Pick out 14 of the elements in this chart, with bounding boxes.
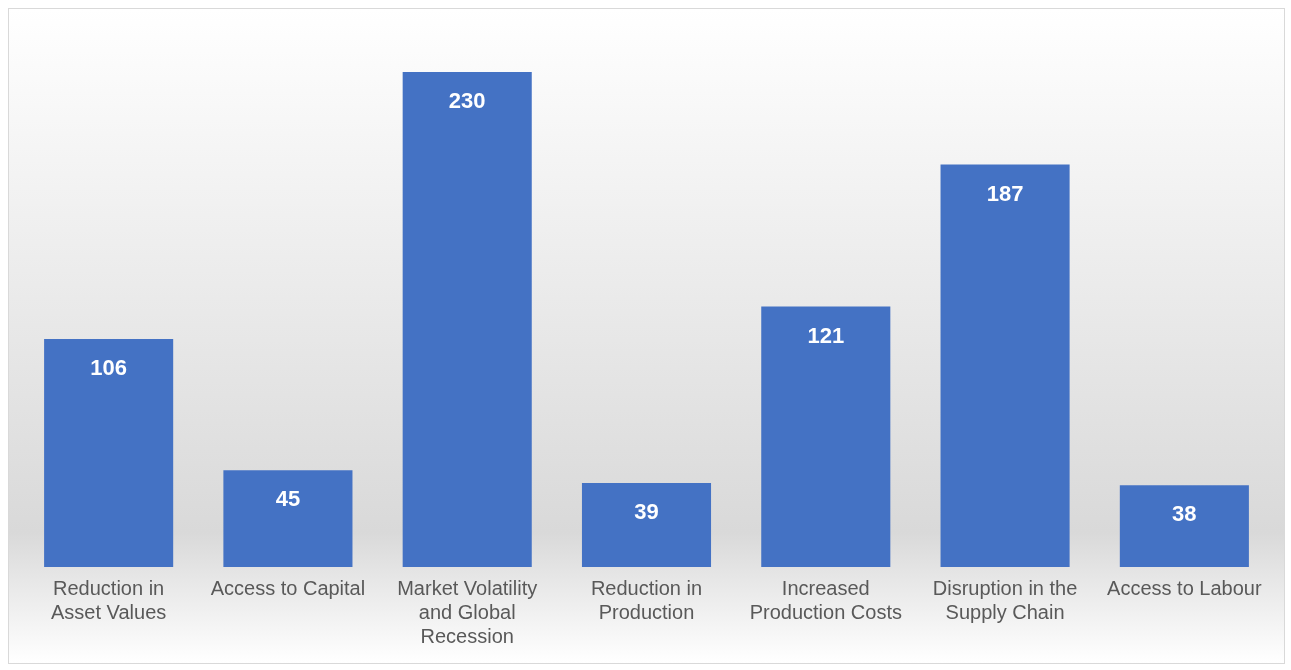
x-tick-label: Reduction in Production [590, 576, 703, 623]
x-tick-label: Access to Labour [1107, 576, 1262, 599]
x-tick-label: Access to Capital [210, 576, 366, 599]
x-tick-label: Increased Production Costs [749, 576, 902, 623]
data-label: 230 [448, 88, 486, 114]
x-tick-label: Market Volatility and Global Recession [397, 576, 538, 647]
data-label: 38 [1172, 501, 1197, 527]
data-label: 45 [275, 486, 301, 512]
data-label: 39 [634, 499, 659, 525]
data-label: 106 [90, 354, 127, 380]
data-label: 121 [807, 322, 845, 348]
x-tick-label: Reduction in Asset Values [51, 576, 167, 623]
data-label: 187 [986, 180, 1024, 206]
x-tick-label: Disruption in the Supply Chain [932, 576, 1078, 623]
